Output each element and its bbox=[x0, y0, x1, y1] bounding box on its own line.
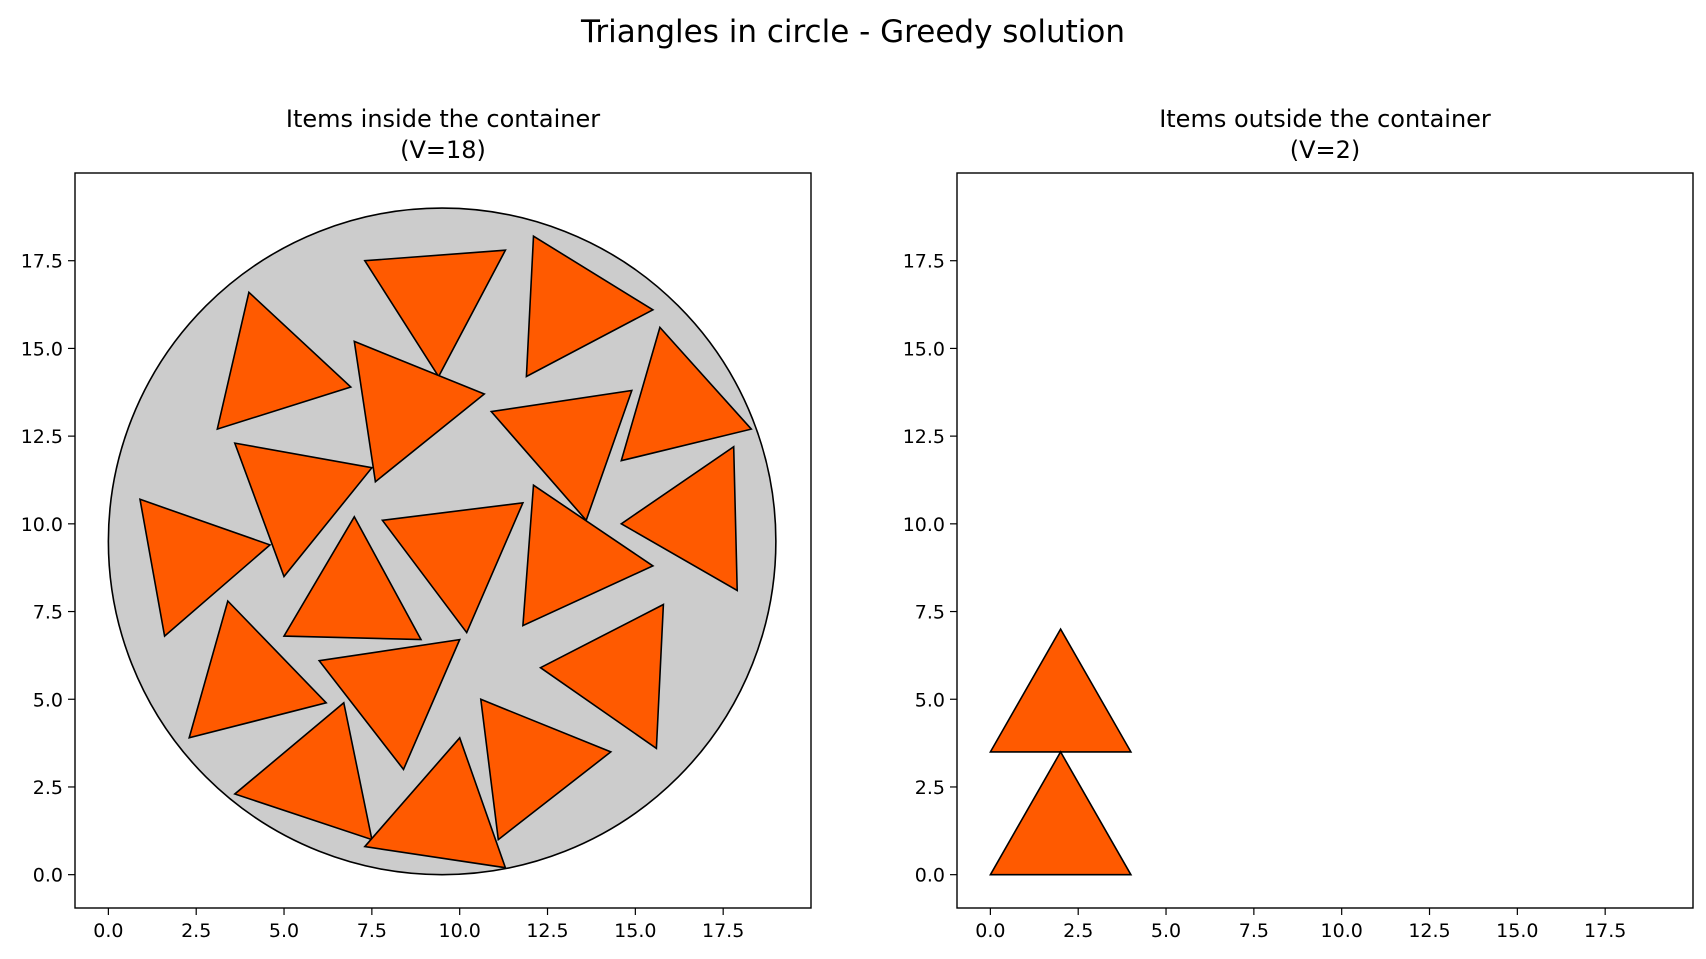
triangle-item bbox=[989, 627, 1133, 753]
x-tick-label: 5.0 bbox=[269, 920, 299, 942]
plot-area bbox=[107, 207, 777, 876]
panel-inside-container: Items inside the container (V=18) 0.0 2.5… bbox=[21, 105, 812, 942]
x-tick-label: 10.0 bbox=[439, 920, 481, 942]
panel-outside-container: Items outside the container (V=2) 0.0 2.5… bbox=[903, 105, 1694, 942]
panel-title-line-2: (V=2) bbox=[1290, 136, 1361, 164]
x-tick-label: 5.0 bbox=[1151, 920, 1181, 942]
x-tick-label: 2.5 bbox=[1063, 920, 1093, 942]
triangle-item bbox=[353, 340, 486, 484]
y-tick-label: 10.0 bbox=[903, 514, 945, 536]
y-axis: 0.0 2.5 5.0 7.5 10.0 12.5 15.0 17.5 bbox=[903, 251, 957, 887]
y-tick-label: 5.0 bbox=[915, 689, 945, 711]
y-tick-label: 12.5 bbox=[903, 426, 945, 448]
x-tick-label: 10.0 bbox=[1321, 920, 1363, 942]
x-tick-label: 12.5 bbox=[526, 920, 568, 942]
panel-title-line-1: Items outside the container bbox=[1159, 105, 1491, 133]
y-tick-label: 7.5 bbox=[33, 602, 63, 624]
triangle-item bbox=[363, 736, 507, 869]
x-tick-label: 15.0 bbox=[1496, 920, 1538, 942]
triangle-item bbox=[188, 599, 328, 739]
x-tick-label: 2.5 bbox=[181, 920, 211, 942]
y-tick-label: 2.5 bbox=[33, 777, 63, 799]
x-tick-label: 0.0 bbox=[93, 920, 123, 942]
x-tick-label: 0.0 bbox=[975, 920, 1005, 942]
x-tick-label: 17.5 bbox=[1584, 920, 1626, 942]
triangle-item bbox=[489, 389, 633, 522]
y-tick-label: 17.5 bbox=[903, 251, 945, 273]
triangle-item bbox=[522, 483, 655, 627]
x-tick-label: 7.5 bbox=[357, 920, 387, 942]
y-tick-label: 17.5 bbox=[21, 251, 63, 273]
x-tick-label: 12.5 bbox=[1408, 920, 1450, 942]
triangle-item bbox=[317, 638, 462, 771]
plot-area bbox=[989, 627, 1133, 876]
y-tick-label: 7.5 bbox=[915, 602, 945, 624]
triangle-item bbox=[380, 501, 525, 635]
triangle-item bbox=[282, 515, 423, 641]
y-tick-label: 0.0 bbox=[915, 865, 945, 887]
panel-title-line-1: Items inside the container bbox=[286, 105, 600, 133]
triangle-item bbox=[620, 325, 753, 462]
triangle-item bbox=[216, 290, 353, 431]
triangle-item bbox=[233, 701, 373, 841]
y-tick-label: 15.0 bbox=[21, 338, 63, 360]
y-tick-label: 2.5 bbox=[915, 777, 945, 799]
panel-title-line-2: (V=18) bbox=[400, 136, 486, 164]
x-tick-label: 15.0 bbox=[614, 920, 656, 942]
axes-frame bbox=[956, 172, 1694, 909]
triangle-item bbox=[619, 445, 739, 592]
triangle-item bbox=[363, 249, 507, 379]
y-tick-label: 5.0 bbox=[33, 689, 63, 711]
x-tick-label: 17.5 bbox=[702, 920, 744, 942]
x-axis: 0.0 2.5 5.0 7.5 10.0 12.5 15.0 17.5 bbox=[93, 908, 744, 942]
x-axis: 0.0 2.5 5.0 7.5 10.0 12.5 15.0 17.5 bbox=[975, 908, 1626, 942]
triangle-item bbox=[989, 750, 1133, 876]
y-tick-label: 0.0 bbox=[33, 865, 63, 887]
triangle-item bbox=[525, 234, 655, 378]
y-axis: 0.0 2.5 5.0 7.5 10.0 12.5 15.0 17.5 bbox=[21, 251, 75, 887]
triangle-item bbox=[138, 498, 272, 638]
y-tick-label: 15.0 bbox=[903, 338, 945, 360]
axes-frame bbox=[74, 172, 812, 909]
x-tick-label: 7.5 bbox=[1239, 920, 1269, 942]
y-tick-label: 12.5 bbox=[21, 426, 63, 448]
triangle-item bbox=[538, 603, 665, 750]
y-tick-label: 10.0 bbox=[21, 514, 63, 536]
triangle-item bbox=[479, 698, 613, 842]
triangle-item bbox=[233, 442, 374, 579]
figure-title: Triangles in circle - Greedy solution bbox=[580, 14, 1125, 50]
